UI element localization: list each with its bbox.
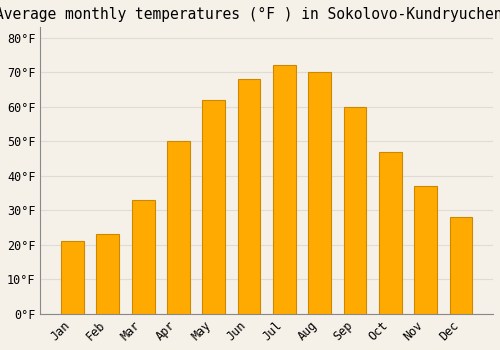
Bar <box>273 65 296 314</box>
Bar <box>61 241 84 314</box>
Bar <box>308 72 331 314</box>
Bar <box>202 100 225 314</box>
Bar <box>132 200 154 314</box>
Title: Average monthly temperatures (°F ) in Sokolovo-Kundryuchenskiy: Average monthly temperatures (°F ) in So… <box>0 7 500 22</box>
Bar <box>167 141 190 314</box>
Bar <box>344 107 366 314</box>
Bar <box>96 234 119 314</box>
Bar <box>450 217 472 314</box>
Bar <box>238 79 260 314</box>
Bar <box>379 152 402 314</box>
Bar <box>414 186 437 314</box>
